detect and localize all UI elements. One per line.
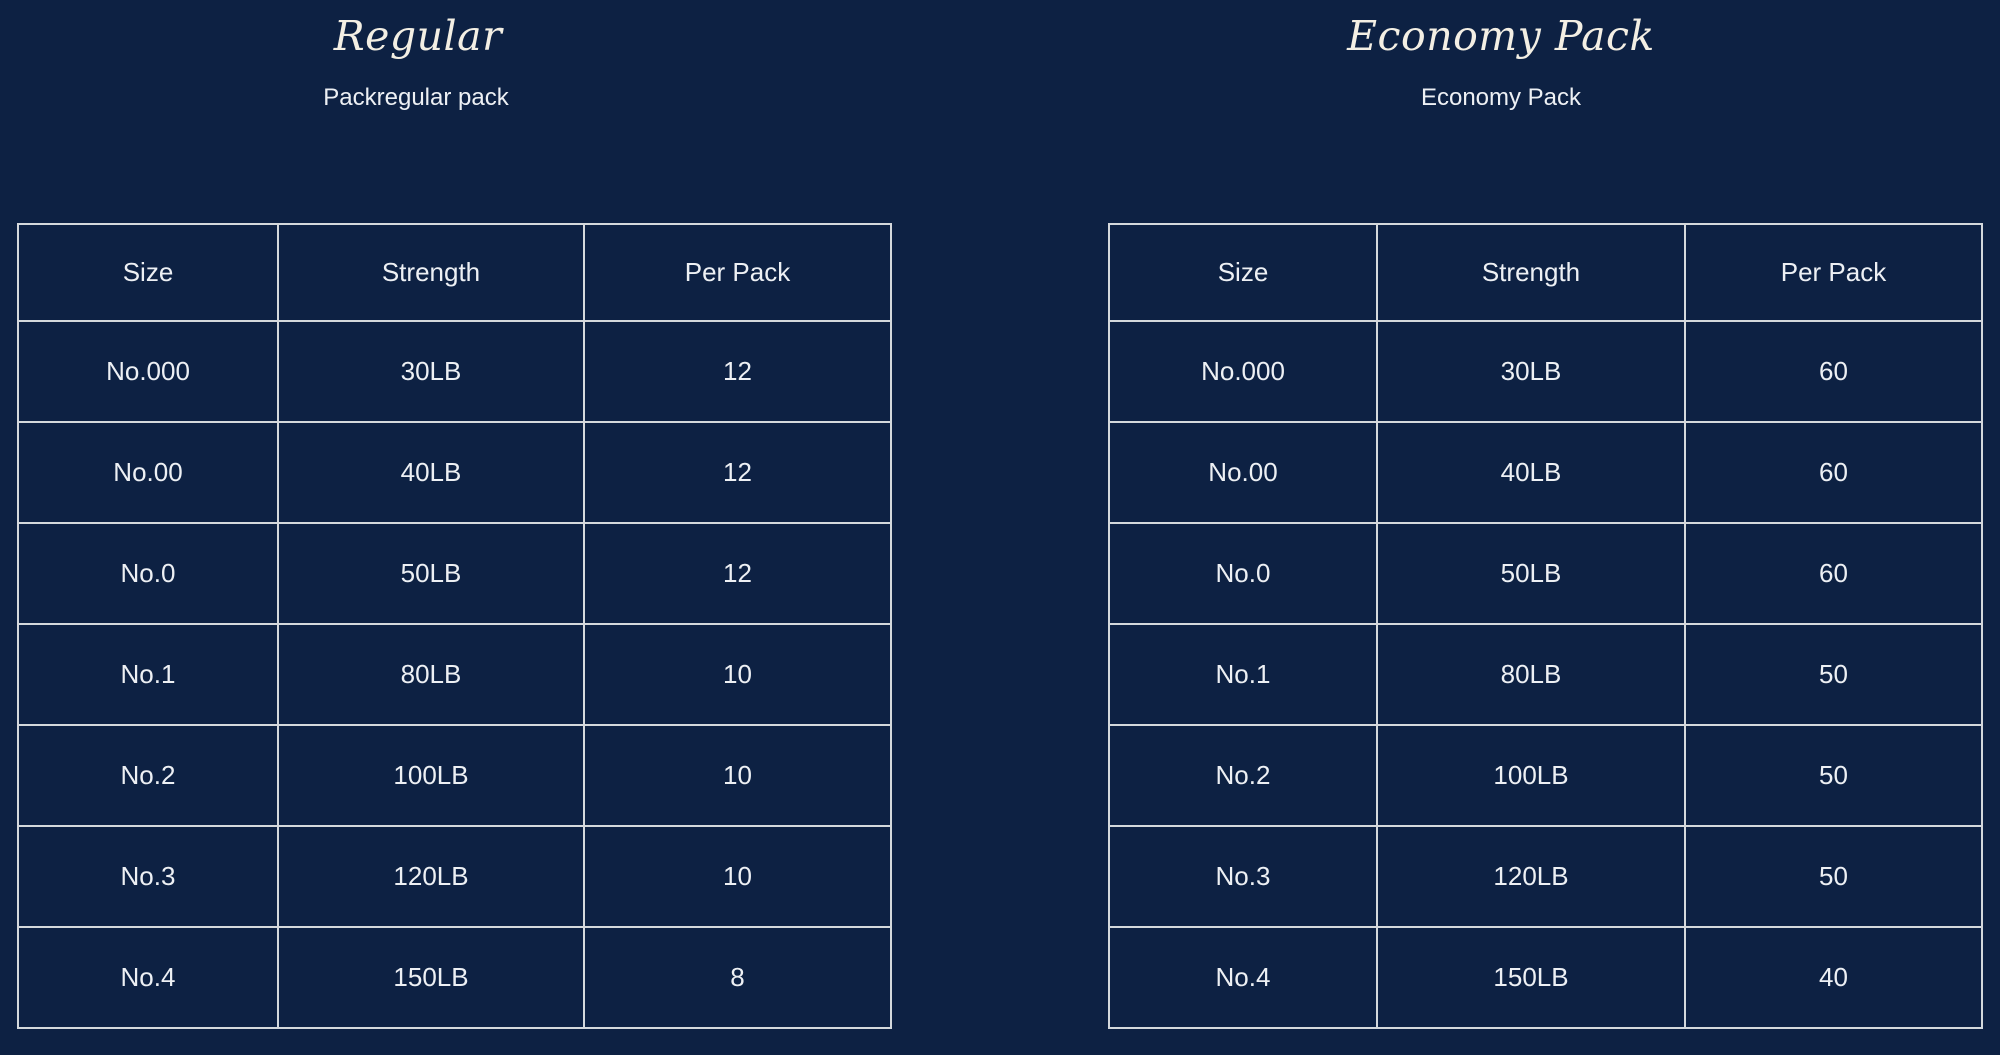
table-cell: 60 xyxy=(1684,320,1983,423)
table-cell: No.1 xyxy=(1108,623,1378,726)
table-cell: 150LB xyxy=(1376,926,1686,1029)
table-row: No.4 150LB 8 xyxy=(17,926,892,1029)
table-cell: 10 xyxy=(583,724,892,827)
header-row: Size Strength Per Pack xyxy=(1108,223,1983,322)
header-cell: Strength xyxy=(277,223,585,322)
table-row: No.3 120LB 50 xyxy=(1108,825,1983,928)
table-cell: 100LB xyxy=(1376,724,1686,827)
header-cell: Strength xyxy=(1376,223,1686,322)
header-row: Size Strength Per Pack xyxy=(17,223,892,322)
table-cell: No.0 xyxy=(1108,522,1378,625)
table-row: No.1 80LB 10 xyxy=(17,623,892,726)
table-cell: 60 xyxy=(1684,522,1983,625)
table-cell: No.4 xyxy=(1108,926,1378,1029)
regular-pack-table: Size Strength Per Pack No.000 30LB 12 No.00 40L… xyxy=(17,223,892,1029)
table-cell: 50LB xyxy=(1376,522,1686,625)
table-cell: No.1 xyxy=(17,623,279,726)
table-cell: 150LB xyxy=(277,926,585,1029)
table-cell: 100LB xyxy=(277,724,585,827)
table-body: No.000 30LB 60 No.00 40LB 60 No.0 50LB 60 No.1 80L… xyxy=(1108,320,1983,1029)
table-cell: No.00 xyxy=(1108,421,1378,524)
table-cell: 10 xyxy=(583,623,892,726)
table-cell: 60 xyxy=(1684,421,1983,524)
economy-pack-title: Economy Pack xyxy=(1347,12,1655,60)
economy-pack-subtitle: Economy Pack xyxy=(1420,84,1582,111)
table-row: No.00 40LB 12 xyxy=(17,421,892,524)
table-row: No.2 100LB 10 xyxy=(17,724,892,827)
table-row: No.1 80LB 50 xyxy=(1108,623,1983,726)
regular-pack-title: Regular xyxy=(333,12,503,60)
table-cell: No.4 xyxy=(17,926,279,1029)
table-header: Size Strength Per Pack xyxy=(1108,223,1983,322)
table-cell: 50 xyxy=(1684,724,1983,827)
table-cell: 120LB xyxy=(277,825,585,928)
table-cell: 40LB xyxy=(1376,421,1686,524)
table-cell: 80LB xyxy=(277,623,585,726)
economy-pack-table: Size Strength Per Pack No.000 30LB 60 No.00 40L… xyxy=(1108,223,1983,1029)
table-cell: 40 xyxy=(1684,926,1983,1029)
header-cell: Per Pack xyxy=(1684,223,1983,322)
table-cell: No.000 xyxy=(17,320,279,423)
table-row: No.0 50LB 60 xyxy=(1108,522,1983,625)
header-cell: Size xyxy=(1108,223,1378,322)
table-cell: 80LB xyxy=(1376,623,1686,726)
table-row: No.2 100LB 50 xyxy=(1108,724,1983,827)
table-cell: 50LB xyxy=(277,522,585,625)
table-cell: 12 xyxy=(583,320,892,423)
table-cell: 50 xyxy=(1684,623,1983,726)
table-cell: No.2 xyxy=(17,724,279,827)
table-cell: 40LB xyxy=(277,421,585,524)
table-row: No.3 120LB 10 xyxy=(17,825,892,928)
table-cell: 30LB xyxy=(1376,320,1686,423)
table-row: No.0 50LB 12 xyxy=(17,522,892,625)
table-cell: No.0 xyxy=(17,522,279,625)
table-cell: No.3 xyxy=(1108,825,1378,928)
table-cell: No.2 xyxy=(1108,724,1378,827)
table-cell: 120LB xyxy=(1376,825,1686,928)
table-cell: 12 xyxy=(583,522,892,625)
table-row: No.000 30LB 60 xyxy=(1108,320,1983,423)
header-cell: Size xyxy=(17,223,279,322)
table-cell: No.3 xyxy=(17,825,279,928)
table-body: No.000 30LB 12 No.00 40LB 12 No.0 50LB 12 No.1 80L… xyxy=(17,320,892,1029)
table-cell: 10 xyxy=(583,825,892,928)
table-cell: 8 xyxy=(583,926,892,1029)
table-cell: 50 xyxy=(1684,825,1983,928)
table-cell: No.000 xyxy=(1108,320,1378,423)
table-row: No.00 40LB 60 xyxy=(1108,421,1983,524)
table-cell: 12 xyxy=(583,421,892,524)
regular-pack-subtitle: Packregular pack xyxy=(323,84,509,111)
table-header: Size Strength Per Pack xyxy=(17,223,892,322)
table-cell: 30LB xyxy=(277,320,585,423)
table-cell: No.00 xyxy=(17,421,279,524)
table-row: No.000 30LB 12 xyxy=(17,320,892,423)
header-cell: Per Pack xyxy=(583,223,892,322)
table-row: No.4 150LB 40 xyxy=(1108,926,1983,1029)
